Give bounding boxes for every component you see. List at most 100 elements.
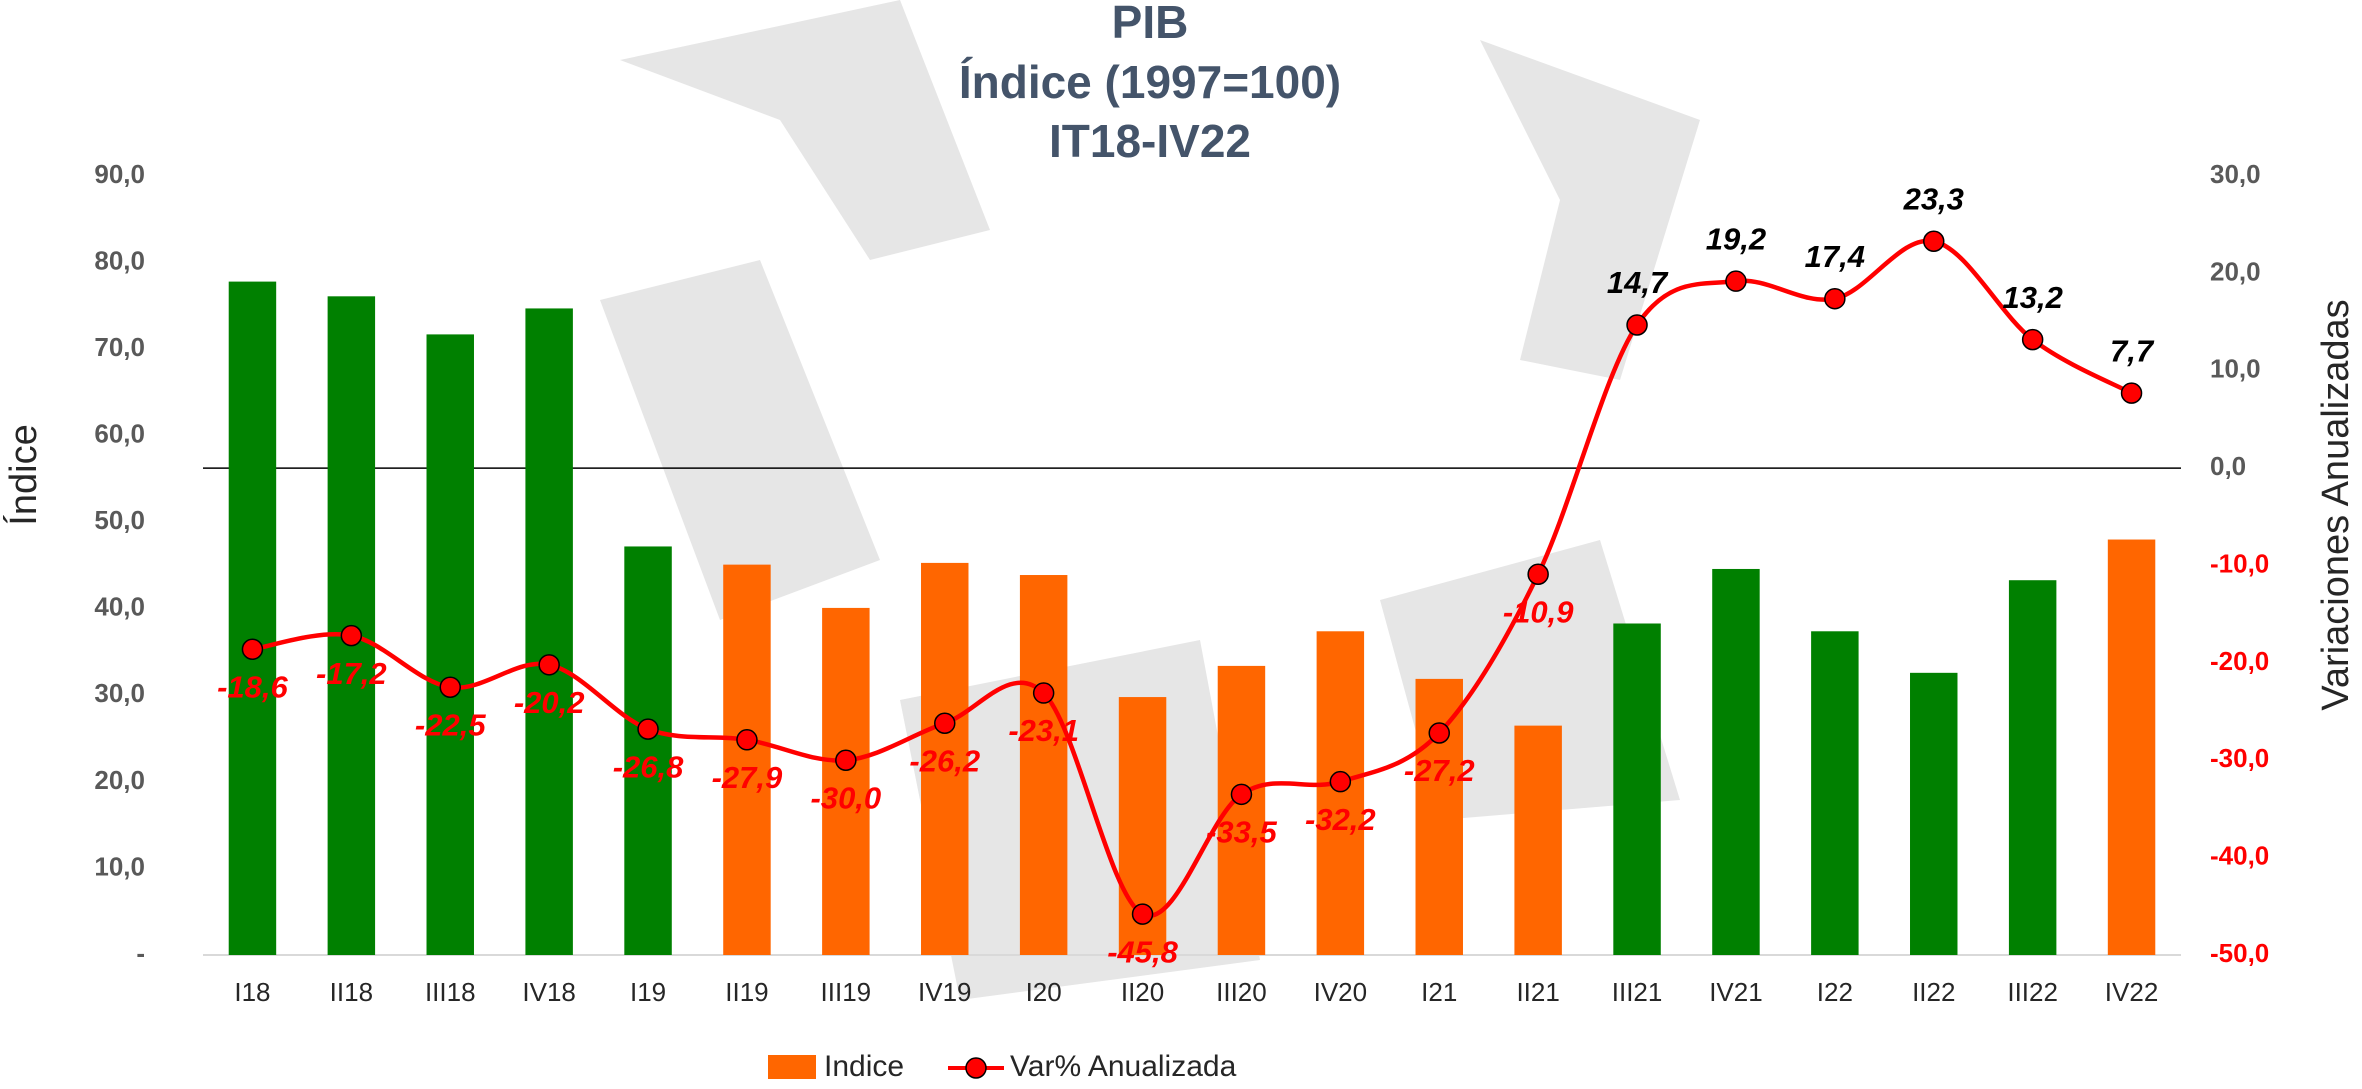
marker [1428, 722, 1450, 744]
x-tick-label: I21 [1421, 977, 1457, 1007]
marker [241, 638, 264, 660]
data-label: -22,5 [415, 707, 486, 742]
bar [1316, 631, 1365, 955]
x-tick-label: I19 [630, 977, 666, 1007]
x-tick-label: IV19 [918, 977, 972, 1007]
bar [1415, 678, 1463, 955]
y2-tick-label: 0,0 [2210, 451, 2246, 481]
data-label: -20,2 [514, 685, 585, 720]
data-label: 14,7 [1607, 265, 1669, 300]
bar [822, 607, 870, 955]
y2-tick-label: -30,0 [2210, 743, 2269, 773]
marker [637, 718, 659, 740]
x-tick-label: IV20 [1314, 977, 1368, 1007]
data-label: -30,0 [811, 780, 882, 815]
x-tick-label: III22 [2007, 977, 2058, 1007]
x-tick-label: II19 [725, 977, 768, 1007]
x-tick-label: I18 [234, 977, 270, 1007]
data-label: 13,2 [2002, 280, 2062, 315]
marker [1824, 287, 1846, 310]
data-label: -45,8 [1107, 934, 1178, 969]
y-tick-label: 10,0 [94, 851, 145, 881]
x-tick-label: II20 [1121, 977, 1164, 1007]
x-tick-label: IV21 [1709, 977, 1763, 1007]
data-label: -26,2 [909, 743, 980, 778]
marker [835, 749, 857, 771]
data-label: 23,3 [1903, 181, 1964, 216]
marker [934, 712, 956, 734]
legend-swatch [965, 1057, 987, 1079]
data-label: -18,6 [217, 669, 288, 704]
data-label: -27,9 [712, 760, 783, 795]
marker [1527, 563, 1549, 586]
x-tick-label: III21 [1612, 977, 1663, 1007]
data-label: 7,7 [2110, 333, 2155, 368]
legend-swatch [768, 1055, 816, 1079]
y-tick-label: 20,0 [94, 765, 145, 795]
x-tick-label: II21 [1516, 977, 1559, 1007]
marker [1725, 270, 1747, 292]
bar [2107, 539, 2156, 955]
bar [426, 334, 474, 955]
x-tick-label: III20 [1216, 977, 1267, 1007]
x-tick-label: II22 [1912, 977, 1955, 1007]
marker [736, 729, 758, 751]
data-label: -10,9 [1503, 594, 1574, 629]
bar [723, 564, 771, 955]
y-tick-label: 80,0 [94, 245, 145, 275]
bar [1811, 631, 1859, 955]
marker [439, 676, 461, 698]
marker [538, 654, 560, 676]
y-tick-label: 40,0 [94, 592, 145, 622]
bar [525, 308, 573, 955]
y2-axis-title: Variaciones Anualizadas [2315, 299, 2357, 710]
y-tick-label: 30,0 [94, 678, 145, 708]
bar [921, 562, 969, 955]
legend-label: Var% Anualizada [1010, 1050, 1237, 1083]
y2-tick-label: -10,0 [2210, 548, 2269, 578]
marker [1131, 903, 1154, 925]
y2-tick-label: -40,0 [2210, 841, 2269, 871]
marker [1032, 682, 1055, 704]
chart-title: PIB [1112, 0, 1189, 48]
x-tick-label: IV18 [522, 977, 576, 1007]
y2-tick-label: 20,0 [2210, 256, 2261, 286]
y-axis-title: Índice [2, 424, 45, 525]
marker [1923, 230, 1945, 252]
chart-title: IT18-IV22 [1049, 115, 1251, 167]
bar [1019, 575, 1068, 955]
marker [2120, 382, 2143, 404]
bar [1514, 725, 1562, 955]
bar [228, 281, 277, 955]
x-tick-label: III19 [821, 977, 872, 1007]
bar [624, 546, 672, 955]
data-label: 17,4 [1805, 239, 1865, 274]
marker [1626, 314, 1648, 336]
y-tick-label: - [136, 938, 145, 968]
data-label: -32,2 [1305, 802, 1376, 837]
y-tick-label: 50,0 [94, 505, 145, 535]
marker [340, 624, 363, 647]
data-label: 19,2 [1706, 221, 1766, 256]
y-tick-label: 60,0 [94, 419, 145, 449]
bar [2008, 580, 2057, 955]
y2-tick-label: -20,0 [2210, 646, 2269, 676]
marker [1230, 783, 1253, 806]
y-tick-label: 90,0 [94, 159, 145, 189]
data-label: -23,1 [1008, 713, 1079, 748]
x-tick-label: I22 [1817, 977, 1853, 1007]
y2-tick-label: 10,0 [2210, 354, 2261, 384]
x-tick-label: I20 [1026, 977, 1062, 1007]
y-tick-label: 70,0 [94, 332, 145, 362]
marker [1329, 770, 1352, 793]
bar [1910, 672, 1958, 955]
line [252, 238, 2133, 918]
legend-label: Indice [824, 1050, 904, 1083]
bar [1712, 568, 1760, 955]
data-label: -33,5 [1206, 815, 1277, 850]
chart-title: Índice (1997=100) [959, 56, 1341, 108]
x-tick-label: III18 [425, 977, 476, 1007]
x-tick-label: IV22 [2105, 977, 2159, 1007]
